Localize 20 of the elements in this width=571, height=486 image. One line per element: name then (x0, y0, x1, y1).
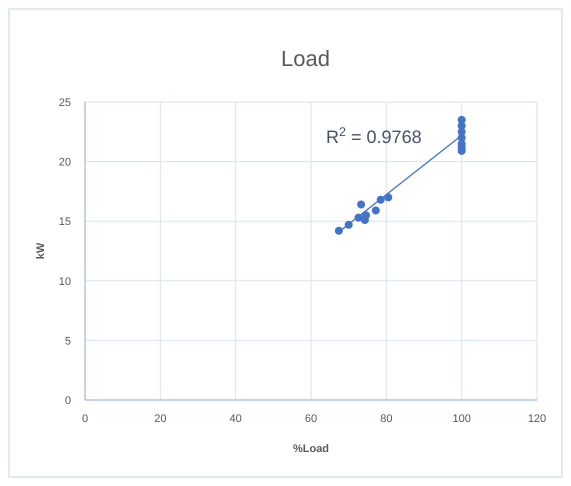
y-axis-title: kW (35, 242, 47, 260)
annotation: R$^{2}$ = 0.9768 (326, 125, 422, 147)
x-tick-label: 0 (82, 413, 88, 425)
chart-title: Load (281, 46, 330, 71)
x-tick-label: 60 (304, 413, 318, 425)
y-tick-label: 15 (58, 216, 71, 228)
x-tick-label: 100 (452, 413, 471, 425)
y-tick-label: 20 (58, 156, 71, 169)
x-axis-title: %Load (292, 443, 330, 455)
y-tick-label: 0 (64, 395, 71, 407)
x-tick-label: 20 (154, 413, 166, 425)
y-tick-label: 25 (58, 97, 71, 109)
x-tick-label: 40 (230, 413, 242, 425)
y-tick-label: 5 (64, 335, 71, 348)
point (357, 200, 366, 209)
y-tick-label: 10 (58, 276, 71, 288)
point (372, 206, 380, 214)
x-tick-label: 120 (528, 413, 546, 425)
point (362, 211, 370, 220)
x-tick-label: 80 (380, 413, 392, 425)
